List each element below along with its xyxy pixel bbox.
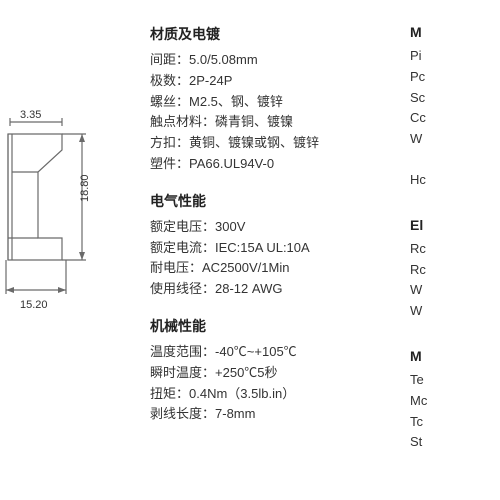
drawing-column: 3.35 18.80 15.20 [0,0,140,500]
spec-value: +250℃5秒 [215,365,278,380]
spec-value: 磷青铜、镀镍 [215,114,293,129]
spec-value: 5.0/5.08mm [189,52,258,67]
spec-label: 触点材料： [150,114,215,129]
spec-line: 瞬时温度：+250℃5秒 [150,363,410,384]
technical-drawing: 3.35 18.80 15.20 [0,110,120,370]
right-line: Tc [410,412,500,433]
spec-label: 额定电流： [150,240,215,255]
spec-line: 触点材料：磷青铜、镀镍 [150,112,410,133]
spec-value: PA66.UL94V-0 [189,156,274,171]
right-line: Pi [410,46,500,67]
dim-top-label: 3.35 [20,110,41,121]
spec-label: 塑件： [150,156,189,171]
right-heading-1: M [410,24,500,40]
spec-label: 温度范围： [150,344,215,359]
spec-label: 使用线径： [150,281,215,296]
right-line: Pc [410,67,500,88]
spec-label: 额定电压： [150,219,215,234]
section-electrical: 电气性能 额定电压：300V 额定电流：IEC:15A UL:10A 耐电压：A… [150,191,410,300]
spec-label: 耐电压： [150,260,202,275]
spec-column: 材质及电镀 间距：5.0/5.08mm 极数：2P-24P 螺丝：M2.5、钢、… [140,0,410,500]
spec-label: 间距： [150,52,189,67]
spec-label: 极数： [150,73,189,88]
spec-line: 温度范围：-40℃~+105℃ [150,342,410,363]
right-line: Te [410,370,500,391]
right-line: Rc [410,239,500,260]
right-line: Hc [410,170,500,191]
heading-mechanical: 机械性能 [150,316,410,336]
spec-value: 0.4Nm（3.5lb.in） [189,386,295,401]
section-material: 材质及电镀 间距：5.0/5.08mm 极数：2P-24P 螺丝：M2.5、钢、… [150,24,410,175]
right-line: Sc [410,88,500,109]
spec-label: 螺丝： [150,94,189,109]
spec-line: 间距：5.0/5.08mm [150,50,410,71]
spec-value: 2P-24P [189,73,232,88]
spec-line: 塑件：PA66.UL94V-0 [150,154,410,175]
spec-line: 额定电流：IEC:15A UL:10A [150,238,410,259]
spec-label: 扭矩： [150,386,189,401]
spec-line: 方扣：黄铜、镀镍或钢、镀锌 [150,133,410,154]
spec-value: 28-12 AWG [215,281,282,296]
section-mechanical: 机械性能 温度范围：-40℃~+105℃ 瞬时温度：+250℃5秒 扭矩：0.4… [150,316,410,425]
spec-line: 额定电压：300V [150,217,410,238]
spec-value: 7-8mm [215,406,255,421]
right-line: W [410,129,500,150]
heading-material: 材质及电镀 [150,24,410,44]
spec-line: 极数：2P-24P [150,71,410,92]
right-line: Rc [410,260,500,281]
right-line: W [410,280,500,301]
spec-label: 剥线长度： [150,406,215,421]
heading-electrical: 电气性能 [150,191,410,211]
dim-width-label: 15.20 [20,299,48,311]
spec-line: 使用线径：28-12 AWG [150,279,410,300]
spec-line: 耐电压：AC2500V/1Min [150,258,410,279]
right-line: W [410,301,500,322]
right-line: Cc [410,108,500,129]
spec-value: -40℃~+105℃ [215,344,297,359]
spec-value: M2.5、钢、镀锌 [189,94,283,109]
right-heading-3: M [410,348,500,364]
right-heading-2: El [410,217,500,233]
spec-value: 300V [215,219,245,234]
spec-line: 扭矩：0.4Nm（3.5lb.in） [150,384,410,405]
right-line: Mc [410,391,500,412]
spec-label: 瞬时温度： [150,365,215,380]
spec-value: 黄铜、镀镍或钢、镀锌 [189,135,319,150]
spec-label: 方扣： [150,135,189,150]
spec-value: AC2500V/1Min [202,260,289,275]
spec-line: 剥线长度：7-8mm [150,404,410,425]
spec-value: IEC:15A UL:10A [215,240,310,255]
dim-height-label: 18.80 [79,174,91,202]
right-line: St [410,432,500,453]
spec-line: 螺丝：M2.5、钢、镀锌 [150,92,410,113]
right-fragment-column: M Pi Pc Sc Cc W Hc El Rc Rc W W M Te Mc … [410,0,500,500]
